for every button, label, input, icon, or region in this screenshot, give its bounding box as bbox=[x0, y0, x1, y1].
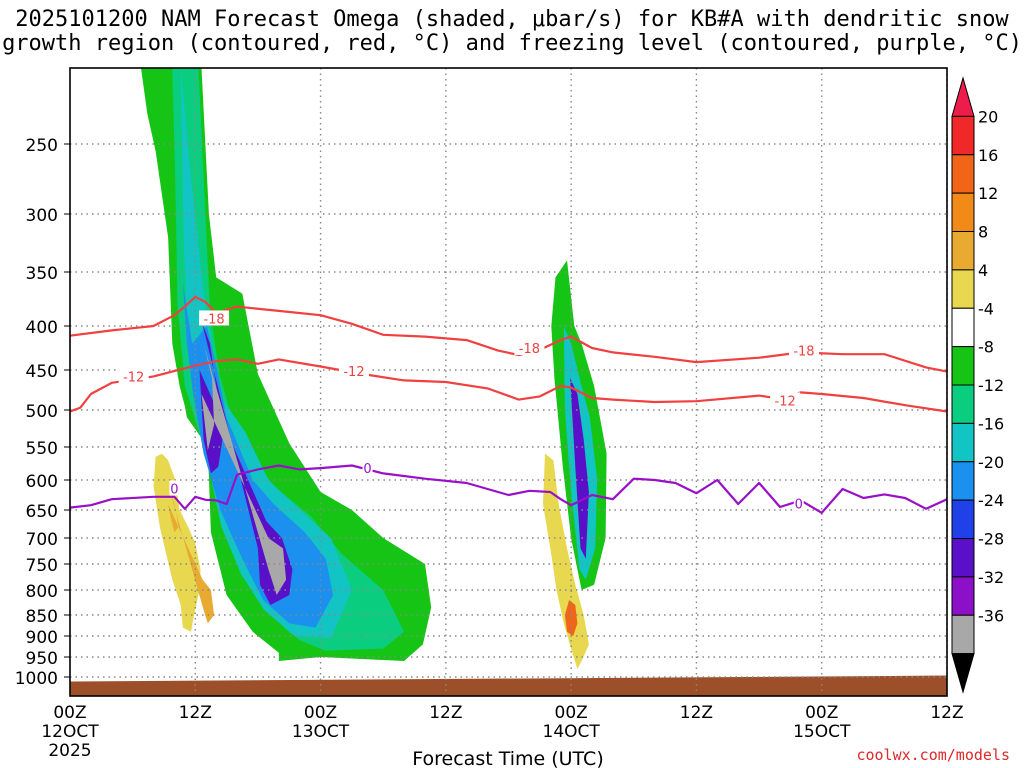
colorbar-label-11: -28 bbox=[978, 530, 1004, 549]
colorbar-swatch-5 bbox=[951, 269, 975, 309]
y-tick-label-500: 500 bbox=[26, 402, 58, 422]
contour-label-5: -12 bbox=[775, 394, 796, 409]
y-tick-label-450: 450 bbox=[26, 362, 58, 382]
y-tick-label-800: 800 bbox=[26, 582, 58, 602]
omega-region-8 bbox=[570, 378, 589, 559]
colorbar-swatch-10 bbox=[951, 461, 975, 501]
colorbar-swatch-11 bbox=[951, 499, 975, 539]
y-tick-label-600: 600 bbox=[26, 472, 58, 492]
y-tick-label-950: 950 bbox=[26, 649, 58, 669]
contour-label-2: -12 bbox=[343, 365, 364, 380]
colorbar-label-6: -8 bbox=[978, 338, 994, 357]
x-tick-label-48: 00Z bbox=[555, 703, 588, 723]
y-tick-label-300: 300 bbox=[26, 206, 58, 226]
ground-terrain bbox=[70, 675, 947, 696]
y-tick-label-1000: 1000 bbox=[15, 669, 58, 689]
contour-label-bg bbox=[770, 392, 801, 408]
isotherm-line-0 bbox=[69, 295, 948, 373]
y-tick-label-650: 650 bbox=[26, 502, 58, 522]
contour-label-4: -18 bbox=[793, 345, 814, 360]
plot-frame bbox=[69, 67, 948, 697]
colorbar-swatch-13 bbox=[951, 576, 975, 616]
x-tick-label-72: 00Z bbox=[805, 703, 838, 723]
y-tick-label-750: 750 bbox=[26, 556, 58, 576]
contour-label-bg bbox=[788, 342, 819, 358]
contour-label-6: 0 bbox=[170, 482, 178, 497]
colorbar-swatch-12 bbox=[951, 538, 975, 578]
colorbar-label-1: 16 bbox=[978, 146, 998, 165]
y-tick-label-900: 900 bbox=[26, 628, 58, 648]
contour-label-bg bbox=[199, 310, 230, 326]
y-tick-label-250: 250 bbox=[26, 136, 58, 156]
contour-label-bg bbox=[793, 495, 804, 511]
x-tick-date-48: 14OCT bbox=[543, 722, 601, 742]
colorbar-top-arrow bbox=[951, 76, 975, 117]
omega-positive-region-0 bbox=[153, 453, 201, 632]
colorbar-label-3: 8 bbox=[978, 223, 988, 242]
colorbar-swatch-2 bbox=[951, 154, 975, 194]
y-tick-label-400: 400 bbox=[26, 318, 58, 338]
x-tick-label-60: 12Z bbox=[680, 703, 713, 723]
omega-region-0 bbox=[141, 68, 432, 661]
contour-label-bg bbox=[118, 368, 149, 384]
x-axis-label: Forecast Time (UTC) bbox=[412, 748, 603, 768]
colorbar-swatch-8 bbox=[951, 384, 975, 424]
colorbar-label-12: -32 bbox=[978, 568, 1004, 587]
x-tick-label-24: 00Z bbox=[304, 703, 337, 723]
chart-title-line-1: 2025101200 NAM Forecast Omega (shaded, μ… bbox=[15, 7, 1009, 32]
credit-link[interactable]: coolwx.com/models bbox=[856, 746, 1010, 764]
colorbar-label-7: -12 bbox=[978, 376, 1004, 395]
x-tick-label-0: 00Z bbox=[53, 703, 86, 723]
contour-label-8: 0 bbox=[795, 497, 803, 512]
colorbar-swatch-3 bbox=[951, 192, 975, 232]
colorbar-label-13: -36 bbox=[978, 606, 1004, 625]
y-tick-label-550: 550 bbox=[26, 439, 58, 459]
colorbar-swatch-9 bbox=[951, 422, 975, 463]
contour-label-7: 0 bbox=[363, 462, 371, 477]
contour-label-3: -18 bbox=[519, 342, 540, 357]
colorbar-label-8: -16 bbox=[978, 414, 1004, 433]
contour-label-bg bbox=[338, 362, 369, 378]
colorbar-swatch-6 bbox=[951, 307, 975, 348]
x-tick-date-72: 15OCT bbox=[793, 722, 851, 742]
colorbar-swatch-7 bbox=[951, 346, 975, 386]
colorbar-label-0: 20 bbox=[978, 107, 998, 126]
omega-region-4 bbox=[199, 320, 293, 605]
contour-label-bg bbox=[514, 340, 545, 355]
colorbar-swatch-4 bbox=[951, 231, 975, 271]
omega-region-3 bbox=[182, 282, 334, 628]
colorbar-label-10: -24 bbox=[978, 491, 1004, 510]
colorbar-bottom-arrow bbox=[951, 653, 975, 694]
contour-label-bg bbox=[362, 460, 373, 476]
x-tick-date-0: 12OCT bbox=[41, 722, 99, 742]
x-tick-year-0: 2025 bbox=[48, 741, 91, 761]
isotherm-line-2 bbox=[69, 464, 948, 514]
contour-label-0: -18 bbox=[203, 312, 224, 327]
omega-region-5 bbox=[201, 343, 287, 595]
colorbar-label-9: -20 bbox=[978, 453, 1004, 472]
x-tick-label-36: 12Z bbox=[429, 703, 462, 723]
plot-area: -18 -12 -12 -18 -18 -12 0 0 0 bbox=[69, 68, 948, 696]
y-tick-label-350: 350 bbox=[26, 264, 58, 284]
x-tick-label-12: 12Z bbox=[179, 703, 212, 723]
contour-label-bg bbox=[169, 480, 180, 496]
colorbar-label-5: -4 bbox=[978, 299, 994, 318]
y-tick-label-850: 850 bbox=[26, 607, 58, 627]
colorbar-swatch-1 bbox=[951, 115, 975, 156]
colorbar-label-2: 12 bbox=[978, 184, 998, 203]
y-tick-label-700: 700 bbox=[26, 530, 58, 550]
contour-label-1: -12 bbox=[123, 370, 144, 385]
x-tick-date-24: 13OCT bbox=[292, 722, 350, 742]
colorbar-label-4: 4 bbox=[978, 261, 988, 280]
chart-title-line-2: growth region (contoured, red, °C) and f… bbox=[2, 31, 1022, 56]
colorbar-swatch-14 bbox=[951, 614, 975, 655]
x-tick-label-84: 12Z bbox=[930, 703, 963, 723]
